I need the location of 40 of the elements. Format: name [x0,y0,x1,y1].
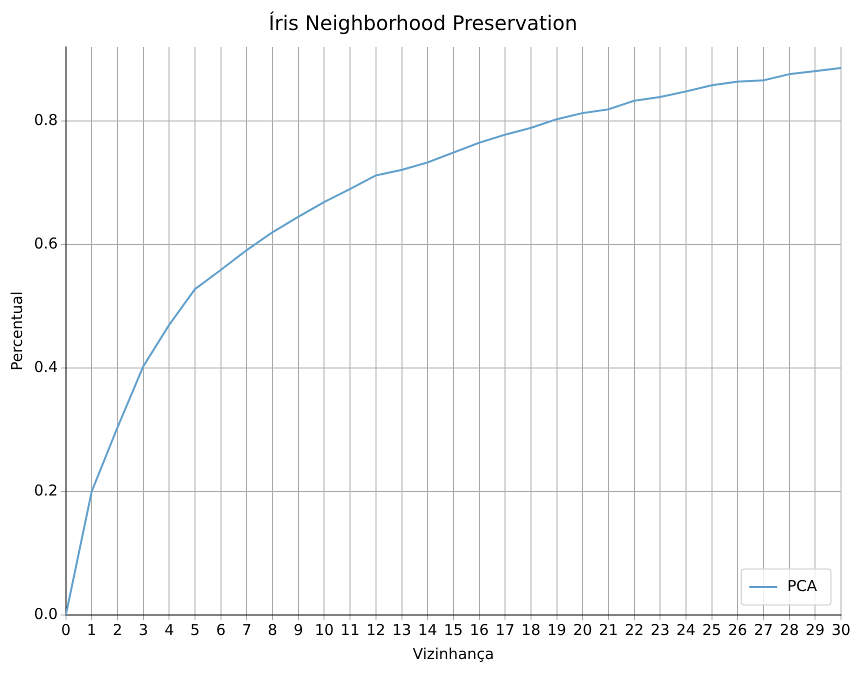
x-tick-label: 13 [392,620,412,639]
x-tick-label: 29 [806,620,825,639]
x-tick-label: 10 [314,620,334,639]
x-tick-label: 25 [702,620,722,639]
x-tick-label: 21 [598,620,618,639]
x-tick-label: 16 [470,620,489,639]
y-tick-label: 0.6 [34,234,58,252]
x-tick-label: 12 [366,620,386,639]
x-tick-label: 27 [754,620,774,639]
x-tick-label: 28 [780,620,799,639]
x-tick-label: 26 [728,620,748,639]
x-tick-label: 18 [521,620,540,639]
x-tick-label: 24 [676,620,696,639]
legend-label: PCA [787,576,818,595]
y-tick-label: 0.4 [34,358,58,376]
x-tick-label: 30 [831,620,851,639]
x-tick-label: 0 [61,620,71,639]
x-tick-label: 22 [624,620,644,639]
x-tick-label: 6 [216,620,226,639]
x-axis-title: Vizinhança [412,644,494,663]
x-tick-label: 11 [340,620,360,639]
x-tick-label: 20 [573,620,592,639]
x-tick-label: 2 [112,620,122,639]
x-tick-label: 19 [547,620,566,639]
x-tick-label: 4 [164,620,174,639]
x-tick-label: 1 [86,620,96,639]
x-tick-label: 7 [242,620,252,639]
y-tick-label: 0.2 [34,481,58,500]
y-axis-title: Percentual [8,291,26,371]
x-tick-label: 14 [418,620,438,639]
x-tick-label: 5 [190,620,200,639]
x-tick-label: 23 [650,620,670,639]
x-tick-label: 8 [268,620,278,639]
y-tick-label: 0.0 [34,604,58,623]
x-tick-label: 17 [496,620,515,639]
y-tick-label: 0.8 [34,110,58,129]
x-tick-label: 3 [138,620,148,639]
x-tick-label: 9 [294,620,304,639]
chart-title: Íris Neighborhood Preservation [268,11,578,36]
x-tick-label: 15 [444,620,463,639]
